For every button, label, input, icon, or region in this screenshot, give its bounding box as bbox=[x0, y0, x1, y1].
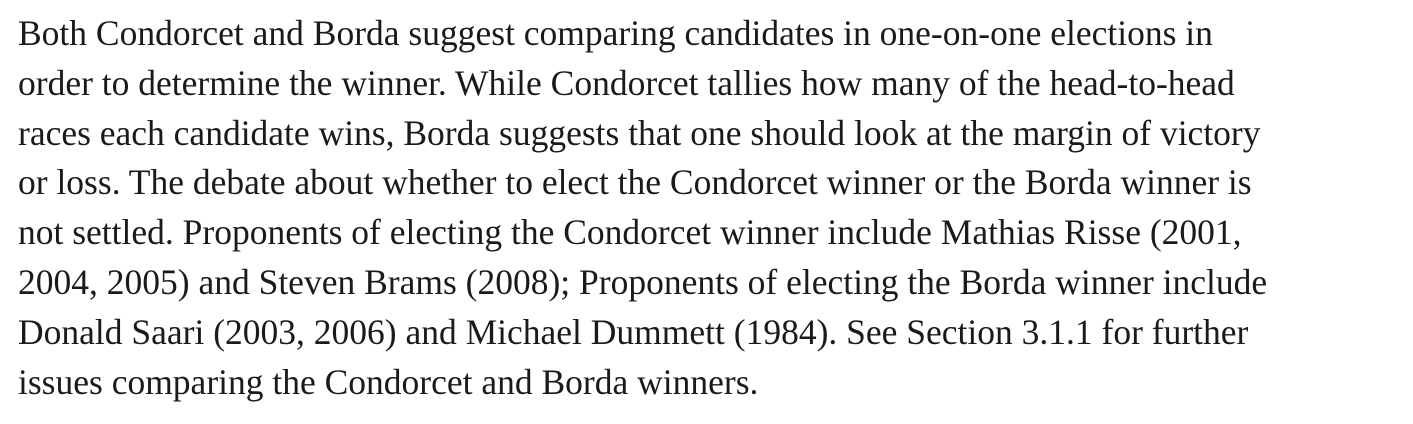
paragraph-line: Both Condorcet and Borda suggest compari… bbox=[18, 13, 1213, 53]
paragraph-line: issues comparing the Condorcet and Borda… bbox=[18, 361, 759, 402]
paragraph-line: races each candidate wins, Borda suggest… bbox=[18, 112, 1261, 153]
paragraph-line: 2004, 2005) and Steven Brams (2008); Pro… bbox=[18, 261, 1268, 302]
paragraph-line: order to determine the winner. While Con… bbox=[18, 62, 1235, 103]
paragraph-line: not settled. Proponents of electing the … bbox=[18, 212, 1242, 253]
paragraph-line: Donald Saari (2003, 2006) and Michael Du… bbox=[18, 311, 1249, 352]
body-paragraph: Both Condorcet and Borda suggest compari… bbox=[18, 9, 1408, 407]
article-body: Both Condorcet and Borda suggest compari… bbox=[18, 9, 1408, 407]
paragraph-line: or loss. The debate about whether to ele… bbox=[18, 162, 1252, 203]
